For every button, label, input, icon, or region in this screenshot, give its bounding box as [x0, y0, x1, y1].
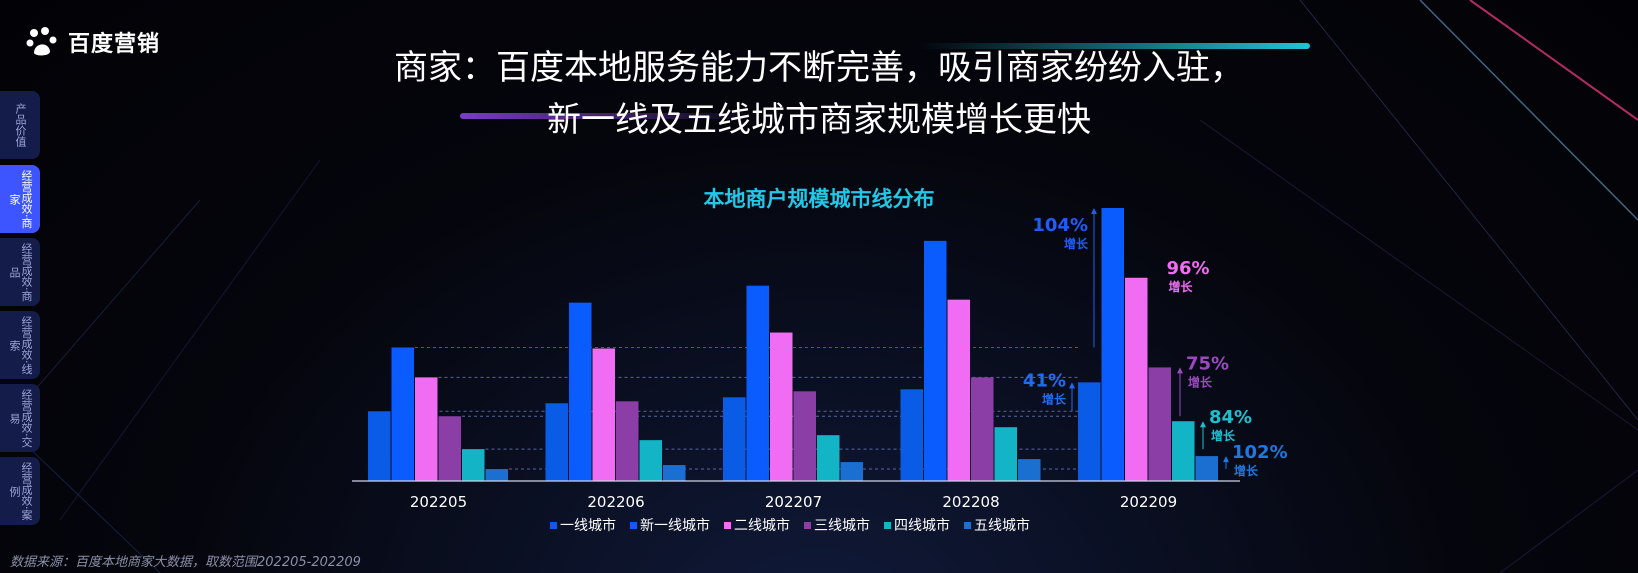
bar	[817, 435, 840, 481]
legend-item: 五线城市	[964, 515, 1030, 535]
bar	[462, 449, 485, 481]
arrow-head-icon	[1177, 367, 1183, 374]
legend-swatch	[630, 521, 637, 529]
x-tick-label: 202208	[942, 493, 999, 511]
bar	[1148, 367, 1171, 481]
growth-label: 增长	[1211, 428, 1236, 443]
growth-label: 增长	[1042, 391, 1067, 406]
bar	[1172, 421, 1195, 481]
arrow-head-icon	[1223, 456, 1229, 463]
arrow-head-icon	[1091, 207, 1097, 214]
bar	[1018, 459, 1041, 481]
bar	[900, 389, 923, 481]
bar	[415, 377, 438, 481]
bar	[1125, 277, 1148, 481]
chart-title: 本地商户规模城市线分布	[703, 187, 935, 211]
legend-label: 一线城市	[560, 518, 616, 534]
bar	[438, 416, 461, 481]
growth-label: 增长	[1169, 279, 1194, 294]
growth-label: 增长	[1064, 236, 1089, 251]
legend-label: 新一线城市	[640, 518, 710, 534]
bar	[971, 377, 994, 481]
brand-name: 百度营销	[68, 32, 161, 57]
title-decoration-bar	[460, 113, 760, 119]
legend-swatch	[964, 521, 971, 529]
bar	[947, 299, 970, 481]
bar	[639, 440, 662, 481]
sidebar-item-leads[interactable]: 经营成效·线索	[0, 311, 40, 379]
growth-percent: 41%	[1023, 370, 1066, 391]
chart-legend: 一线城市 新一线城市 二线城市 三线城市 四线城市 五线城市	[550, 515, 1030, 535]
bar	[368, 411, 391, 481]
bar	[1101, 207, 1124, 481]
x-tick-label: 202209	[1120, 493, 1177, 511]
legend-swatch	[804, 521, 811, 529]
legend-swatch	[884, 521, 891, 529]
bar	[924, 240, 947, 481]
paw-icon	[26, 27, 57, 56]
page-title-line1: 商家：百度本地服务能力不断完善，吸引商家纷纷入驻，	[394, 48, 1244, 88]
bar	[770, 332, 793, 481]
sidebar-item-merchant[interactable]: 经营成效·商家	[0, 165, 40, 233]
legend-item: 四线城市	[884, 515, 950, 535]
bar	[746, 285, 769, 481]
sidebar-item-product-value[interactable]: 产品价值	[0, 91, 40, 159]
growth-label: 增长	[1188, 374, 1213, 389]
x-tick-label: 202207	[765, 493, 822, 511]
bar	[485, 469, 508, 481]
bar	[663, 465, 686, 481]
page-title-line2: 新一线及五线城市商家规模增长更快	[547, 100, 1091, 140]
legend-swatch	[724, 521, 731, 529]
legend-swatch	[550, 521, 557, 529]
title-decoration-bar	[920, 43, 1310, 49]
sidebar-item-case[interactable]: 经营成效·案例	[0, 457, 40, 525]
bar	[391, 347, 414, 481]
sidebar-item-transaction[interactable]: 经营成效·交易	[0, 384, 40, 452]
bar	[723, 397, 746, 481]
bar	[1078, 382, 1101, 481]
legend-label: 五线城市	[974, 518, 1030, 534]
bar	[994, 427, 1017, 481]
bar	[569, 302, 592, 481]
legend-label: 二线城市	[734, 518, 790, 534]
bar	[793, 391, 816, 481]
growth-percent: 84%	[1209, 407, 1252, 428]
legend-label: 四线城市	[894, 518, 950, 534]
growth-percent: 102%	[1232, 442, 1288, 463]
growth-label: 增长	[1234, 463, 1259, 478]
legend-item: 新一线城市	[630, 515, 710, 535]
legend-item: 一线城市	[550, 515, 616, 535]
x-tick-label: 202206	[587, 493, 644, 511]
growth-percent: 96%	[1167, 258, 1210, 279]
legend-label: 三线城市	[814, 518, 870, 534]
bar	[840, 462, 863, 481]
sidebar-item-product[interactable]: 经营成效·商品	[0, 238, 40, 306]
bar	[616, 401, 639, 481]
growth-percent: 104%	[1032, 215, 1088, 236]
arrow-head-icon	[1069, 382, 1075, 389]
x-tick-label: 202205	[410, 493, 467, 511]
brand-logo: 百度营销	[26, 26, 160, 58]
bar	[1195, 456, 1218, 481]
legend-item: 三线城市	[804, 515, 870, 535]
bar	[545, 403, 568, 481]
legend-item: 二线城市	[724, 515, 790, 535]
bar	[592, 348, 615, 481]
growth-percent: 75%	[1186, 353, 1229, 374]
arrow-head-icon	[1200, 421, 1206, 428]
data-source-note: 数据来源：百度本地商家大数据，取数范围202205-202209	[10, 555, 361, 570]
